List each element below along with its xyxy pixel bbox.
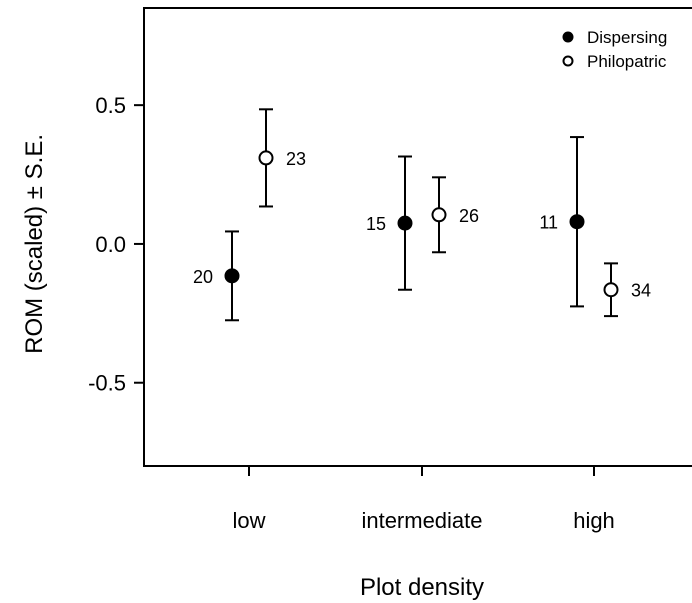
sample-size-label: 15	[366, 214, 386, 234]
legend-philopatric-marker	[562, 55, 574, 67]
x-axis-title: Plot density	[360, 574, 484, 601]
dispersing-point	[569, 214, 585, 230]
plot-frame	[143, 7, 692, 467]
y-tick-label: 0.5	[95, 93, 126, 118]
legend-label: Dispersing	[587, 28, 667, 47]
dispersing-point	[224, 268, 240, 284]
legend-dispersing-marker	[562, 31, 574, 43]
legend-label: Philopatric	[587, 52, 667, 71]
sample-size-label: 34	[631, 281, 651, 301]
sample-size-label: 20	[193, 267, 213, 287]
y-tick-label: -0.5	[88, 371, 126, 396]
philopatric-point	[603, 282, 619, 298]
philopatric-point	[431, 207, 447, 223]
y-axis-title: ROM (scaled) ± S.E.	[21, 134, 48, 354]
x-tick-label: high	[573, 508, 615, 533]
x-tick-label: low	[232, 508, 265, 533]
philopatric-point	[258, 150, 274, 166]
y-tick-label: 0.0	[95, 232, 126, 257]
sample-size-label: 26	[459, 206, 479, 226]
x-tick-label: intermediate	[361, 508, 482, 533]
dispersing-point	[397, 215, 413, 231]
sample-size-label: 11	[539, 213, 558, 233]
sample-size-label: 23	[286, 149, 306, 169]
